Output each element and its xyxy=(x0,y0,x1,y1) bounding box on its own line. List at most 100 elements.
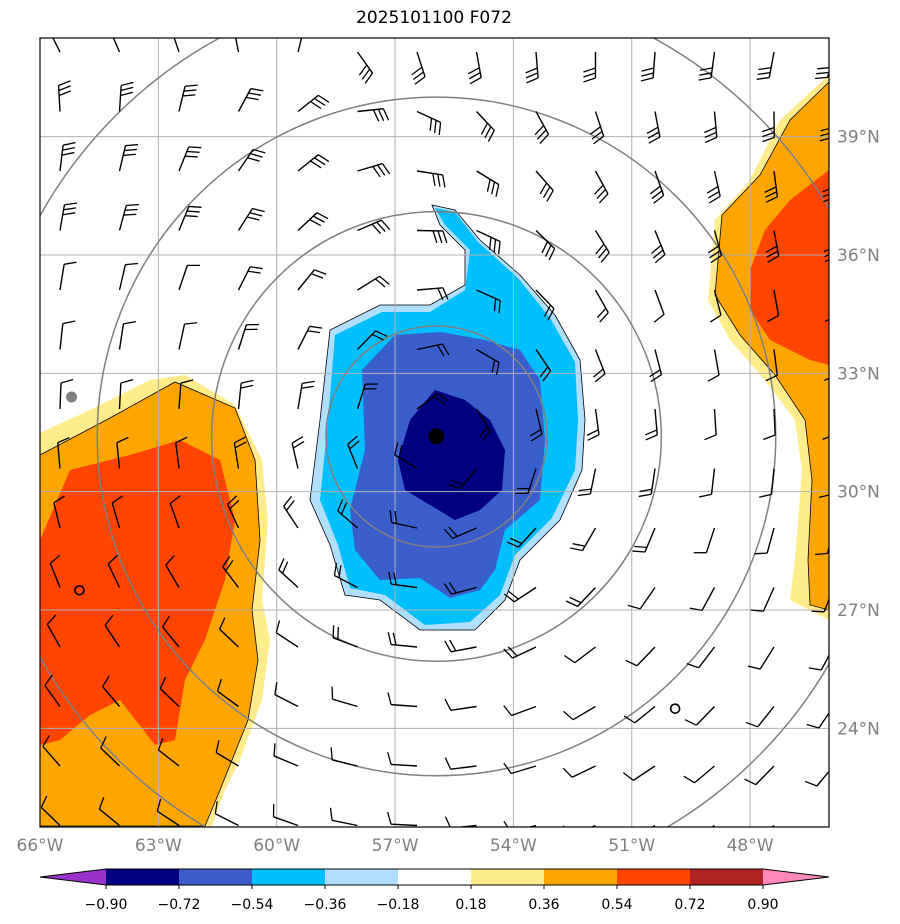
barb-feather xyxy=(595,243,605,255)
barb-feather xyxy=(250,153,263,158)
barb-feather xyxy=(640,77,654,82)
barb-feather xyxy=(596,307,607,319)
wind-barb xyxy=(178,322,198,350)
barb-shaft xyxy=(571,765,596,778)
barb-feather xyxy=(572,543,586,547)
barb-feather xyxy=(312,215,325,223)
wind-barb xyxy=(111,495,124,529)
barb-feather xyxy=(247,157,260,162)
barb-feather xyxy=(444,757,452,770)
barb-feather xyxy=(820,132,829,137)
barb-feather xyxy=(124,208,138,211)
barb-feather xyxy=(102,675,110,688)
barb-shaft xyxy=(116,442,121,469)
wind-barb xyxy=(333,562,358,589)
wind-barb xyxy=(297,154,330,172)
wind-barb xyxy=(448,468,478,490)
barb-shaft xyxy=(46,623,61,648)
barb-feather xyxy=(493,298,497,312)
barb-shaft xyxy=(98,808,120,827)
barb-shaft xyxy=(178,323,186,350)
barb-shaft xyxy=(297,94,319,113)
wind-barb xyxy=(476,289,501,314)
wind-barb xyxy=(653,289,665,323)
wind-barb xyxy=(330,747,358,767)
barb-feather xyxy=(432,230,438,243)
barb-feather xyxy=(411,66,423,76)
chart-title: 2025101100 F072 xyxy=(356,8,512,28)
barb-shaft xyxy=(639,587,656,610)
wind-barb xyxy=(750,587,775,612)
wind-barb xyxy=(169,495,181,529)
barb-feather xyxy=(111,495,124,504)
wind-barb xyxy=(563,646,596,664)
barb-feather xyxy=(380,219,391,231)
barb-feather xyxy=(468,72,481,80)
wind-barb xyxy=(765,230,780,263)
wind-barb xyxy=(747,646,775,670)
barb-feather xyxy=(292,440,305,449)
wind-barb xyxy=(118,379,134,410)
barb-feather xyxy=(302,380,315,384)
barb-feather xyxy=(820,127,829,132)
wind-barb xyxy=(357,275,390,291)
wind-barb xyxy=(107,554,121,588)
wind-barb xyxy=(416,229,448,244)
barb-feather xyxy=(563,654,576,664)
barb-shaft xyxy=(450,765,477,770)
wind-barb xyxy=(112,38,121,53)
barb-feather xyxy=(184,322,198,325)
wind-barb xyxy=(711,824,715,827)
map-frame xyxy=(39,37,830,828)
wind-barb xyxy=(416,287,449,301)
barb-feather xyxy=(526,77,539,84)
wind-barb xyxy=(234,30,246,53)
barb-feather xyxy=(563,710,574,721)
barb-feather xyxy=(627,604,641,610)
barb-feather xyxy=(570,547,583,552)
wind-barb xyxy=(443,526,477,540)
barb-feather xyxy=(285,500,295,511)
barb-feather xyxy=(123,321,137,325)
barb-shaft xyxy=(42,745,61,767)
wind-barb xyxy=(593,349,606,383)
wind-barb xyxy=(173,38,180,53)
barb-feather xyxy=(486,179,491,192)
wind-barb xyxy=(808,653,829,671)
barb-shaft xyxy=(44,684,61,707)
barb-feather xyxy=(120,379,134,384)
wind-barb xyxy=(534,111,550,145)
barb-feather xyxy=(314,269,327,275)
barb-shaft xyxy=(594,349,606,374)
barb-feather xyxy=(503,593,515,603)
barb-feather xyxy=(235,30,246,36)
barb-feather xyxy=(444,640,452,653)
barb-feather xyxy=(227,495,238,505)
barb-feather xyxy=(541,241,549,254)
wind-barb xyxy=(506,527,537,548)
open-circle-marker xyxy=(74,584,85,596)
barb-shaft xyxy=(178,146,190,172)
wind-barb xyxy=(646,111,661,144)
barb-feather xyxy=(707,374,720,382)
barb-shaft xyxy=(594,111,605,137)
barb-feather xyxy=(562,767,573,778)
barb-shaft xyxy=(102,686,121,707)
barb-feather xyxy=(641,72,654,77)
barb-feather xyxy=(389,509,393,523)
barb-feather xyxy=(639,488,653,493)
barb-feather xyxy=(758,67,772,71)
wind-barb xyxy=(594,230,610,263)
barb-shaft xyxy=(757,706,775,728)
barb-feather xyxy=(451,479,464,486)
wind-barb xyxy=(577,468,597,497)
barb-shaft xyxy=(275,632,299,648)
barb-feather xyxy=(583,67,596,73)
barb-shaft xyxy=(391,763,418,767)
barb-feather xyxy=(318,94,330,103)
wind-barb xyxy=(704,408,717,441)
barb-shaft xyxy=(332,637,358,648)
y-tick-label: 33°N xyxy=(837,364,880,384)
wind-barb xyxy=(583,51,597,83)
barb-feather xyxy=(816,71,829,75)
